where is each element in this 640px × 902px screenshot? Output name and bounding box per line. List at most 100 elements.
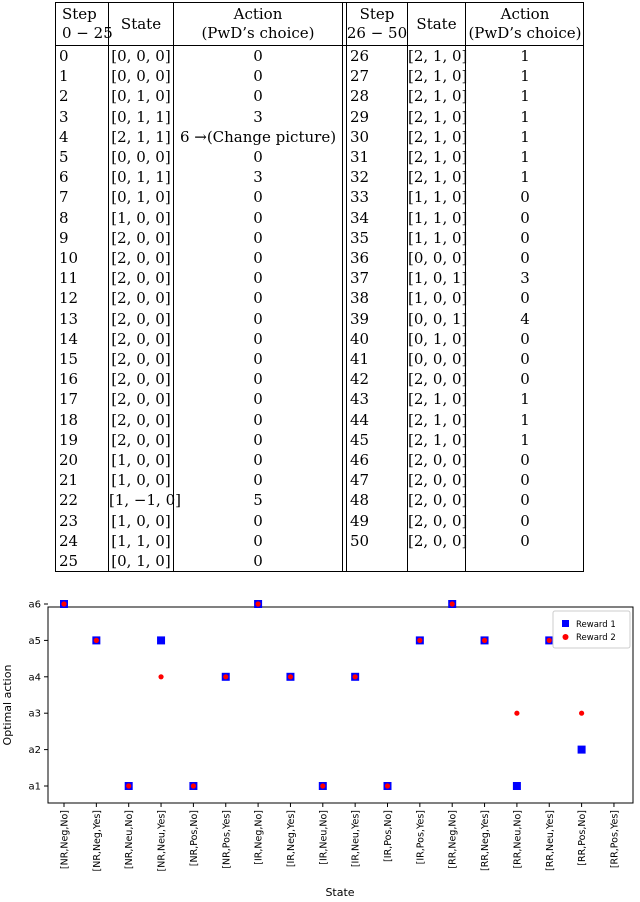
action-cell: 1 xyxy=(520,148,530,166)
action-cell: 0 xyxy=(520,471,530,490)
legend-label-reward-2: Reward 2 xyxy=(576,633,616,643)
action-cell: 1 xyxy=(520,47,530,65)
state-cell: [2, 0, 0] xyxy=(111,309,171,328)
step-cell: 33 xyxy=(350,188,370,207)
action-cell: 1 xyxy=(520,67,530,86)
step-cell: 27 xyxy=(350,67,370,86)
y-tick-label: a4 xyxy=(29,672,42,683)
step-cell: 32 xyxy=(350,168,370,187)
state-cell: [0, 1, 0] xyxy=(111,188,171,207)
table-divider xyxy=(346,3,347,571)
x-axis-label: State xyxy=(325,886,354,899)
legend: Reward 1 Reward 2 xyxy=(552,610,631,649)
plot-frame xyxy=(47,606,634,804)
step-cell: 6 xyxy=(59,168,69,187)
action-cell: 0 xyxy=(253,148,263,166)
state-cell: [0, 0, 0] xyxy=(408,249,468,267)
x-tick-label: [RR,Neu,Yes] xyxy=(545,810,556,871)
state-cell: [0, 1, 1] xyxy=(111,107,171,126)
step-cell: 34 xyxy=(350,208,370,227)
step-cell: 9 xyxy=(59,228,69,247)
reward-2-point xyxy=(481,637,488,643)
step-cell: 18 xyxy=(59,410,79,429)
action-cell: 0 xyxy=(253,410,263,429)
state-cell: [0, 1, 0] xyxy=(408,329,468,348)
x-tick-label: [RR,Neg,Yes] xyxy=(480,810,491,871)
state-cell: [0, 0, 1] xyxy=(408,309,468,328)
state-cell: [1, 0, 0] xyxy=(111,511,171,530)
reward-1-point xyxy=(577,745,586,754)
x-tick-label: [RR,Pos,Yes] xyxy=(609,810,620,868)
state-cell: [2, 0, 0] xyxy=(408,451,468,469)
action-cell: 0 xyxy=(253,249,263,267)
action-cell: 0 xyxy=(253,451,263,469)
action-cell: 0 xyxy=(253,188,263,207)
state-cell: [1, 0, 0] xyxy=(111,451,171,469)
step-cell: 38 xyxy=(350,289,370,308)
header-step-left: Step 0 − 25 xyxy=(62,5,113,42)
step-cell: 10 xyxy=(59,249,79,267)
step-cell: 46 xyxy=(350,451,370,469)
step-cell: 35 xyxy=(350,228,370,247)
action-cell: 1 xyxy=(520,87,530,106)
x-tick-label: [IR,Neu,No] xyxy=(318,810,329,865)
step-cell: 23 xyxy=(59,511,79,530)
state-cell: [2, 1, 0] xyxy=(408,168,468,187)
step-cell: 22 xyxy=(59,491,79,510)
state-cell: [1, 1, 0] xyxy=(408,228,468,247)
state-cell: [0, 1, 0] xyxy=(111,552,171,570)
x-tick-label: [NR,Pos,No] xyxy=(189,810,200,866)
step-cell: 43 xyxy=(350,390,370,409)
action-cell: 0 xyxy=(520,531,530,550)
legend-marker-reward-1 xyxy=(562,620,569,627)
state-cell: [0, 0, 0] xyxy=(408,350,468,368)
legend-marker-reward-2 xyxy=(562,634,569,640)
reward-2-point xyxy=(158,674,164,680)
action-cell: 0 xyxy=(520,370,530,389)
step-cell: 17 xyxy=(59,390,79,409)
state-cell: [2, 1, 0] xyxy=(408,67,468,86)
legend-label-reward-1: Reward 1 xyxy=(576,620,616,630)
action-cell: 0 xyxy=(520,228,530,247)
state-cell: [2, 0, 0] xyxy=(408,491,468,510)
state-cell: [1, 1, 0] xyxy=(111,531,171,550)
reward-2-point xyxy=(417,637,423,643)
y-tick-label: a6 xyxy=(29,600,42,611)
step-cell: 42 xyxy=(350,370,370,389)
table-divider xyxy=(465,3,466,571)
action-cell: 1 xyxy=(520,430,530,449)
action-cell: 3 xyxy=(520,269,530,288)
action-cell: 0 xyxy=(253,390,263,409)
table-divider xyxy=(407,3,408,571)
action-cell: 0 xyxy=(520,350,530,368)
reward-2-point xyxy=(255,601,261,607)
state-cell: [1, 1, 0] xyxy=(408,208,468,227)
reward-2-point xyxy=(93,637,99,643)
table-divider xyxy=(342,3,343,571)
step-cell: 12 xyxy=(59,289,79,308)
x-tick-label: [NR,Neu,Yes] xyxy=(157,810,168,871)
step-cell: 21 xyxy=(59,471,79,490)
state-cell: [2, 0, 0] xyxy=(408,531,468,550)
step-cell: 36 xyxy=(350,249,370,267)
reward-2-point xyxy=(384,783,391,789)
action-cell: 0 xyxy=(253,511,263,530)
reward-1-point xyxy=(157,636,166,645)
action-cell: 6 →(Change picture) xyxy=(179,127,337,146)
state-cell: [2, 1, 0] xyxy=(408,107,468,126)
reward-2-point xyxy=(126,783,132,789)
x-tick-label: [NR,Neg,Yes] xyxy=(92,810,103,871)
action-cell: 0 xyxy=(253,87,263,106)
state-cell: [2, 1, 0] xyxy=(408,127,468,146)
state-cell: [2, 0, 0] xyxy=(111,329,171,348)
reward-2-point xyxy=(352,674,358,680)
step-cell: 15 xyxy=(59,350,79,368)
state-cell: [2, 0, 0] xyxy=(111,410,171,429)
step-cell: 29 xyxy=(350,107,370,126)
table-divider xyxy=(108,3,109,571)
x-tick-label: [NR,Pos,Yes] xyxy=(221,810,232,869)
action-cell: 0 xyxy=(520,289,530,308)
x-tick-label: [IR,Pos,Yes] xyxy=(415,810,426,864)
state-cell: [1, 0, 0] xyxy=(408,289,468,308)
action-cell: 3 xyxy=(253,107,263,126)
